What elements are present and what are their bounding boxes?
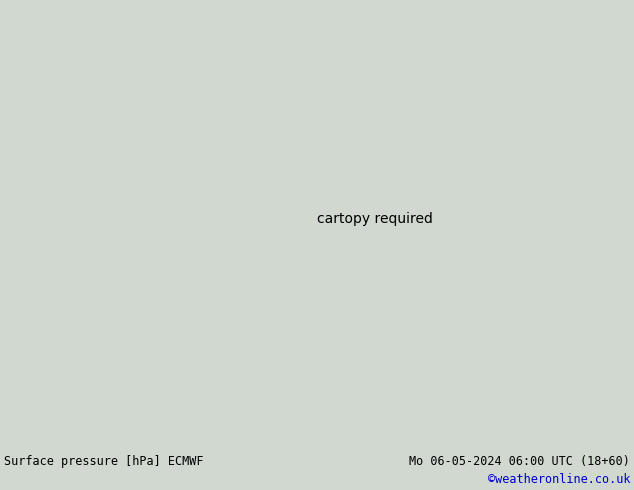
Text: cartopy required: cartopy required (317, 212, 433, 226)
Text: Surface pressure [hPa] ECMWF: Surface pressure [hPa] ECMWF (4, 455, 204, 468)
Text: Mo 06-05-2024 06:00 UTC (18+60): Mo 06-05-2024 06:00 UTC (18+60) (409, 455, 630, 468)
Text: ©weatheronline.co.uk: ©weatheronline.co.uk (488, 473, 630, 487)
